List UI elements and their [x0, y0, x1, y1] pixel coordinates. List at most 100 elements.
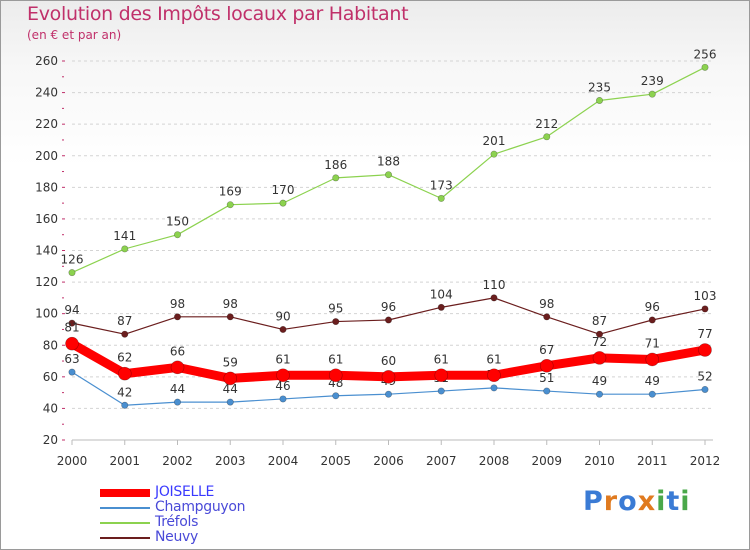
y-tick-label: 180	[35, 180, 58, 194]
data-label: 186	[324, 158, 347, 172]
series-line-tréfols	[71, 66, 706, 274]
data-label: 188	[377, 155, 400, 169]
data-point	[381, 370, 396, 384]
legend-swatch	[100, 537, 150, 539]
data-point	[170, 360, 185, 375]
y-tick-label: 20	[43, 433, 58, 447]
data-point	[121, 330, 129, 338]
data-label: 239	[641, 74, 664, 88]
legend-swatch	[100, 522, 150, 524]
data-label: 61	[434, 352, 449, 366]
y-tick-label: 200	[35, 149, 58, 163]
data-label: 235	[588, 80, 611, 94]
data-point	[490, 384, 498, 392]
data-label: 103	[694, 289, 717, 303]
data-label: 67	[539, 343, 554, 357]
x-tick-label: 2011	[637, 454, 668, 468]
x-tick-label: 2012	[690, 454, 721, 468]
data-point	[437, 303, 445, 311]
data-label: 81	[64, 321, 79, 335]
data-point	[437, 194, 445, 202]
y-tick-label: 120	[35, 275, 58, 289]
data-point	[68, 319, 76, 327]
proxiti-logo: Proxiti	[583, 486, 691, 517]
x-tick-label: 2001	[109, 454, 140, 468]
data-label: 71	[645, 336, 660, 350]
logo-letter: r	[603, 486, 619, 517]
data-label: 66	[170, 344, 185, 358]
data-label: 104	[430, 287, 453, 301]
data-point	[226, 201, 234, 209]
y-tick-label: 80	[43, 338, 58, 352]
x-tick-label: 2010	[584, 454, 615, 468]
data-label: 44	[170, 382, 185, 396]
data-point	[174, 313, 182, 321]
data-label: 94	[64, 303, 79, 317]
data-point	[117, 366, 132, 381]
data-point	[65, 336, 79, 351]
data-point	[121, 245, 129, 253]
logo-letter: i	[680, 486, 691, 517]
legend-label: JOISELLE	[155, 484, 215, 500]
data-point	[332, 174, 340, 182]
data-label: 61	[275, 352, 290, 366]
x-tick-label: 2000	[57, 454, 88, 468]
logo-letter: t	[666, 486, 681, 517]
data-point	[543, 133, 551, 141]
data-label: 96	[645, 300, 660, 314]
data-label: 141	[113, 229, 136, 243]
data-label: 90	[275, 309, 290, 323]
y-tick-label: 220	[35, 117, 58, 131]
data-point	[543, 313, 551, 321]
data-label: 201	[483, 134, 506, 148]
data-point	[328, 368, 343, 383]
x-tick-label: 2008	[479, 454, 510, 468]
legend-label: Neuvy	[155, 529, 199, 545]
data-label: 256	[694, 47, 717, 61]
data-point	[487, 368, 501, 383]
x-tick-label: 2007	[426, 454, 457, 468]
data-point	[434, 368, 449, 383]
data-label: 51	[539, 371, 554, 385]
legend-label: Tréfols	[155, 514, 199, 530]
data-label: 96	[381, 300, 396, 314]
data-label: 110	[483, 278, 506, 292]
data-point	[276, 368, 290, 383]
logo-letter: P	[583, 486, 604, 517]
data-label: 77	[697, 327, 712, 341]
data-point	[648, 90, 656, 98]
data-label: 42	[117, 385, 132, 399]
data-point	[174, 231, 182, 239]
data-point	[279, 325, 287, 333]
data-label: 169	[219, 185, 242, 199]
data-label: 49	[592, 374, 607, 388]
data-point	[595, 96, 603, 104]
data-point	[490, 150, 498, 158]
x-tick-label: 2006	[373, 454, 404, 468]
chart-title: Evolution des Impôts locaux par Habitant	[27, 3, 409, 25]
data-label: 98	[539, 297, 554, 311]
data-point	[226, 313, 234, 321]
data-label: 44	[223, 382, 238, 396]
data-point	[174, 398, 182, 406]
data-label: 46	[275, 379, 290, 393]
data-point	[648, 316, 656, 324]
data-label: 59	[223, 355, 238, 369]
x-tick-label: 2002	[162, 454, 193, 468]
chart-subtitle: (en € et par an)	[27, 28, 122, 42]
x-tick-label: 2004	[268, 454, 299, 468]
data-point	[332, 318, 340, 326]
logo-letter: x	[637, 486, 657, 517]
data-point	[121, 401, 129, 409]
y-tick-label: 260	[35, 54, 58, 68]
data-point	[595, 330, 603, 338]
data-point	[384, 390, 392, 398]
data-point	[279, 395, 287, 403]
data-label: 87	[592, 314, 607, 328]
y-tick-label: 60	[43, 370, 58, 384]
data-point	[490, 294, 498, 302]
data-point	[384, 171, 392, 179]
data-label: 87	[117, 314, 132, 328]
